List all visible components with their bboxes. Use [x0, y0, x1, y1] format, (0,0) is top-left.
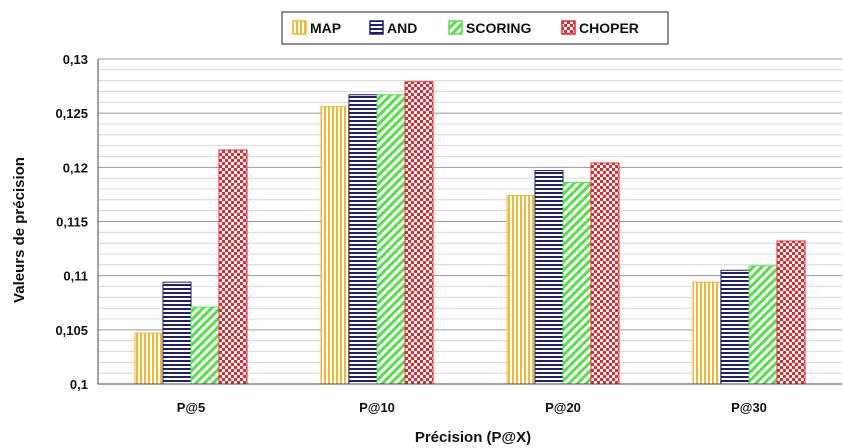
bar-choper-p10: [404, 81, 434, 385]
legend-swatch-and: [369, 20, 384, 35]
bar-map-p10: [320, 106, 350, 385]
y-tick-label: 0,12: [63, 160, 88, 175]
bar-and-p5: [162, 281, 192, 385]
y-tick-label: 0,1: [70, 377, 88, 392]
y-tick-label: 0,105: [55, 323, 88, 338]
y-tick-label: 0,13: [63, 52, 88, 67]
legend-label-and: AND: [387, 20, 417, 36]
legend-label-choper: CHOPER: [579, 20, 639, 36]
legend-label-map: MAP: [310, 20, 341, 36]
y-axis-title: Valeurs de précision: [11, 157, 28, 303]
legend-label-scoring: SCORING: [466, 20, 531, 36]
legend-swatch-scoring: [448, 20, 463, 35]
bar-choper-p30: [776, 240, 806, 385]
y-tick-label: 0,115: [56, 215, 88, 230]
bar-map-p20: [506, 195, 536, 385]
x-tick-label: P@10: [359, 400, 395, 415]
bar-and-p30: [720, 269, 750, 385]
bar-scoring-p20: [562, 182, 592, 385]
bar-and-p20: [534, 170, 564, 385]
bar-map-p30: [692, 281, 722, 385]
x-tick-label: P@30: [731, 400, 767, 415]
bar-choper-p20: [590, 162, 620, 385]
bar-and-p10: [348, 94, 378, 385]
bar-choper-p5: [218, 149, 248, 385]
legend-box: [281, 11, 669, 45]
x-axis-title: Précision (P@X): [415, 429, 531, 446]
bars: [134, 81, 806, 385]
bar-scoring-p5: [190, 306, 220, 385]
x-tick-labels: P@5 P@10 P@20 P@30: [177, 400, 767, 415]
legend: MAP AND SCORING CHOPER: [281, 11, 669, 45]
legend-swatch-choper: [561, 20, 576, 35]
y-tick-label: 0,125: [55, 106, 88, 121]
x-tick-label: P@20: [545, 400, 581, 415]
bar-map-p5: [134, 332, 164, 385]
x-tick-label: P@5: [177, 400, 206, 415]
axes: [97, 59, 842, 385]
y-tick-label: 0,11: [63, 269, 88, 284]
bar-scoring-p30: [748, 265, 778, 385]
y-tick-labels: 0,1 0,105 0,11 0,115 0,12 0,125 0,13: [55, 52, 88, 392]
bar-scoring-p10: [376, 94, 406, 385]
legend-swatch-map: [292, 20, 307, 35]
